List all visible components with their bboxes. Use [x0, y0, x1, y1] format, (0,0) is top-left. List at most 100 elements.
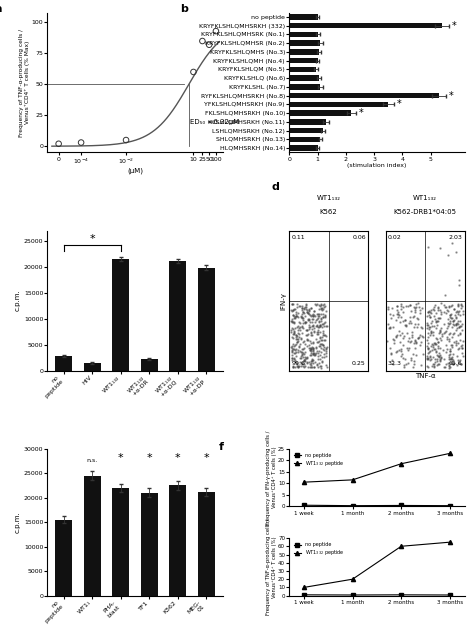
Point [429, 359, 437, 369]
Point [451, 310, 459, 320]
Point [399, 339, 406, 349]
Point [428, 318, 435, 328]
Point [317, 300, 325, 310]
Bar [198, 492, 215, 596]
Point [290, 324, 297, 334]
Point [410, 311, 417, 321]
Bar [55, 356, 73, 371]
Point [320, 300, 328, 310]
Point [310, 320, 317, 330]
Point [401, 315, 409, 325]
Point [398, 329, 406, 339]
Point [449, 313, 456, 323]
Point [446, 360, 453, 370]
Point [300, 304, 308, 314]
Bar [289, 119, 326, 125]
Point [427, 352, 434, 362]
Point [429, 330, 437, 340]
Point [307, 317, 314, 327]
Point [309, 343, 317, 353]
Point [320, 302, 328, 312]
Point [289, 362, 296, 372]
Point [431, 338, 438, 348]
Point [300, 336, 307, 346]
Point [458, 342, 465, 352]
Point [442, 308, 450, 319]
Point [312, 347, 320, 357]
Y-axis label: Frequency of TNF-α-producing cells /
Venus⁺CD4⁺ T cells (%): Frequency of TNF-α-producing cells / Ven… [266, 519, 277, 615]
Point [443, 323, 451, 333]
Point [443, 332, 451, 342]
Point [450, 305, 458, 315]
Line: no peptide: no peptide [302, 503, 452, 508]
Point [288, 343, 296, 353]
Point [456, 310, 464, 320]
Point [425, 353, 432, 363]
Point [292, 340, 299, 350]
Point [299, 352, 307, 362]
Point [428, 321, 435, 331]
Point [307, 327, 315, 337]
Point [410, 359, 418, 369]
Point [409, 332, 416, 342]
Point [388, 303, 395, 313]
Bar [55, 520, 73, 596]
Point [310, 306, 318, 316]
Point [443, 334, 450, 344]
Point [393, 301, 401, 311]
Point [289, 329, 296, 339]
Point [456, 306, 463, 316]
Point [458, 340, 466, 350]
Point [426, 322, 433, 332]
Point [447, 358, 455, 368]
Point [394, 312, 402, 322]
Point [453, 323, 461, 333]
Point [299, 344, 307, 354]
Point [308, 330, 316, 340]
Point [444, 314, 451, 324]
Point [397, 312, 405, 322]
Point [315, 300, 323, 310]
Point [411, 305, 419, 315]
Point [392, 347, 400, 357]
Bar [289, 14, 318, 19]
Point [291, 312, 299, 322]
Point [294, 329, 301, 339]
Point [390, 338, 397, 348]
Y-axis label: IFN-γ: IFN-γ [281, 292, 286, 310]
Point [304, 341, 311, 351]
Point [446, 347, 454, 357]
Point [432, 317, 440, 327]
WT1$_{332}$ peptide [301, 584, 307, 591]
Point [424, 343, 431, 353]
Point [407, 336, 415, 346]
WT1$_{332}$ peptide [301, 478, 307, 486]
Point [314, 312, 322, 322]
Point [301, 356, 308, 366]
Point [306, 362, 313, 372]
Text: d: d [272, 182, 280, 192]
Point [297, 350, 305, 361]
Point [424, 320, 431, 330]
Point [418, 361, 425, 371]
Point [438, 352, 445, 362]
Point [313, 346, 320, 356]
Point [313, 314, 320, 324]
Text: f: f [219, 442, 224, 452]
Point [455, 322, 463, 332]
Point [424, 344, 432, 354]
Point [409, 362, 417, 372]
Point [291, 311, 298, 321]
Point [426, 347, 433, 357]
Point [295, 317, 303, 327]
Point [310, 309, 317, 319]
Point [406, 300, 414, 310]
Point [401, 354, 409, 364]
Point [306, 314, 313, 324]
Point [445, 319, 452, 329]
Point [405, 319, 413, 329]
Point [399, 333, 406, 343]
Point [411, 303, 419, 314]
Point [294, 325, 302, 335]
Point [322, 349, 330, 359]
